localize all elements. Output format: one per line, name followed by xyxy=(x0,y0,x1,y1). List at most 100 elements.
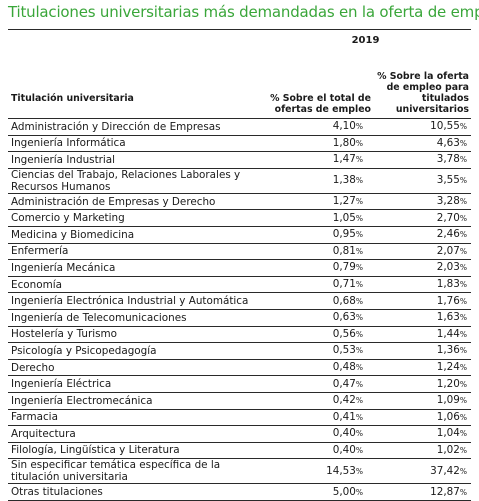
value-graduate-offers-number: 2,70 xyxy=(436,211,460,224)
value-graduate-offers: 1,09% xyxy=(373,392,471,410)
percent-sign: % xyxy=(459,313,467,323)
value-graduate-offers-number: 1,36 xyxy=(436,344,460,357)
percent-sign: % xyxy=(355,445,363,455)
value-graduate-offers: 3,78% xyxy=(373,151,471,169)
value-graduate-offers: 1,36% xyxy=(373,342,471,360)
row-title: Psicología y Psicopedagogía xyxy=(8,342,260,360)
percent-sign: % xyxy=(459,280,467,290)
value-graduate-offers: 2,46% xyxy=(373,226,471,244)
table-row: Derecho 0,48% 1,24% xyxy=(8,359,471,377)
row-title: Administración y Dirección de Empresas xyxy=(8,118,260,136)
value-total-offers: 0,71% xyxy=(260,276,373,294)
percent-sign: % xyxy=(355,466,363,476)
percent-sign: % xyxy=(459,487,467,497)
percent-sign: % xyxy=(459,379,467,389)
value-total-offers-number: 0,95 xyxy=(332,228,356,241)
value-total-offers-number: 0,79 xyxy=(332,261,356,274)
percent-sign: % xyxy=(459,412,467,422)
value-graduate-offers: 4,63% xyxy=(373,135,471,153)
percent-sign: % xyxy=(355,122,363,132)
percent-sign: % xyxy=(459,213,467,223)
value-total-offers: 14,53% xyxy=(260,458,373,485)
value-graduate-offers: 12,87% xyxy=(373,483,471,501)
percent-sign: % xyxy=(459,429,467,439)
value-graduate-offers: 1,63% xyxy=(373,309,471,327)
percent-sign: % xyxy=(355,313,363,323)
value-graduate-offers-number: 2,07 xyxy=(436,244,460,257)
percent-sign: % xyxy=(459,122,467,132)
value-total-offers: 0,68% xyxy=(260,292,373,310)
value-total-offers: 0,48% xyxy=(260,359,373,377)
value-graduate-offers: 2,03% xyxy=(373,259,471,277)
value-total-offers: 0,47% xyxy=(260,375,373,393)
column-header-graduates: % Sobre la oferta de empleo para titulad… xyxy=(373,52,471,119)
table-row: Ingeniería Informática 1,80% 4,63% xyxy=(8,135,471,153)
row-title: Sin especificar temática específica de l… xyxy=(8,458,260,485)
value-graduate-offers: 1,24% xyxy=(373,359,471,377)
value-graduate-offers: 1,83% xyxy=(373,276,471,294)
row-title: Arquitectura xyxy=(8,425,260,443)
percent-sign: % xyxy=(459,176,467,186)
value-total-offers-number: 4,10 xyxy=(332,120,356,133)
column-header-name: Titulación universitaria xyxy=(8,52,260,119)
value-total-offers: 0,95% xyxy=(260,226,373,244)
table-row: Sin especificar temática específica de l… xyxy=(8,458,471,485)
table-row: Comercio y Marketing 1,05% 2,70% xyxy=(8,209,471,227)
row-title: Farmacia xyxy=(8,409,260,427)
percent-sign: % xyxy=(459,263,467,273)
value-graduate-offers-number: 3,28 xyxy=(436,195,460,208)
value-graduate-offers: 1,20% xyxy=(373,375,471,393)
value-total-offers-number: 1,27 xyxy=(332,195,356,208)
row-title: Ciencias del Trabajo, Relaciones Laboral… xyxy=(8,168,260,194)
value-total-offers: 0,53% xyxy=(260,342,373,360)
table-row: Ingeniería Electrónica Industrial y Auto… xyxy=(8,292,471,310)
row-title: Medicina y Biomedicina xyxy=(8,226,260,244)
value-graduate-offers-number: 1,06 xyxy=(436,410,460,423)
percent-sign: % xyxy=(459,246,467,256)
value-graduate-offers-number: 1,24 xyxy=(436,361,460,374)
percent-sign: % xyxy=(355,213,363,223)
value-graduate-offers-number: 1,44 xyxy=(436,327,460,340)
percent-sign: % xyxy=(355,329,363,339)
table-row: Psicología y Psicopedagogía 0,53% 1,36% xyxy=(8,342,471,360)
value-total-offers-number: 0,56 xyxy=(332,327,356,340)
row-title: Ingeniería de Telecomunicaciones xyxy=(8,309,260,327)
table-row: Ciencias del Trabajo, Relaciones Laboral… xyxy=(8,168,471,194)
value-total-offers: 0,41% xyxy=(260,409,373,427)
value-total-offers-number: 14,53 xyxy=(326,464,356,477)
row-title: Comercio y Marketing xyxy=(8,209,260,227)
row-title: Enfermería xyxy=(8,243,260,261)
percent-sign: % xyxy=(355,138,363,148)
demand-table: 2019 Titulación universitaria % Sobre el… xyxy=(8,29,471,501)
percent-sign: % xyxy=(355,429,363,439)
table-row: Ingeniería Electromecánica 0,42% 1,09% xyxy=(8,392,471,410)
percent-sign: % xyxy=(355,155,363,165)
percent-sign: % xyxy=(459,329,467,339)
percent-sign: % xyxy=(459,138,467,148)
table-row: Enfermería 0,81% 2,07% xyxy=(8,243,471,261)
value-graduate-offers: 3,28% xyxy=(373,193,471,211)
value-graduate-offers-number: 1,04 xyxy=(436,427,460,440)
value-graduate-offers-number: 2,46 xyxy=(436,228,460,241)
row-title: Administración de Empresas y Derecho xyxy=(8,193,260,211)
row-title: Ingeniería Electrónica Industrial y Auto… xyxy=(8,292,260,310)
value-total-offers-number: 0,63 xyxy=(332,311,356,324)
value-graduate-offers-number: 12,87 xyxy=(430,485,460,498)
row-title: Ingeniería Mecánica xyxy=(8,259,260,277)
value-graduate-offers-number: 1,20 xyxy=(436,377,460,390)
value-total-offers-number: 0,48 xyxy=(332,361,356,374)
percent-sign: % xyxy=(355,396,363,406)
percent-sign: % xyxy=(355,363,363,373)
table-row: Filología, Lingüística y Literatura 0,40%… xyxy=(8,442,471,460)
row-title: Ingeniería Industrial xyxy=(8,151,260,169)
percent-sign: % xyxy=(459,155,467,165)
percent-sign: % xyxy=(459,346,467,356)
value-graduate-offers: 1,04% xyxy=(373,425,471,443)
table-row: Otras titulaciones 5,00% 12,87% xyxy=(8,483,471,501)
value-graduate-offers: 1,76% xyxy=(373,292,471,310)
value-total-offers-number: 1,80 xyxy=(332,136,356,149)
percent-sign: % xyxy=(459,363,467,373)
value-total-offers: 1,80% xyxy=(260,135,373,153)
value-total-offers: 1,27% xyxy=(260,193,373,211)
value-total-offers: 0,40% xyxy=(260,442,373,460)
